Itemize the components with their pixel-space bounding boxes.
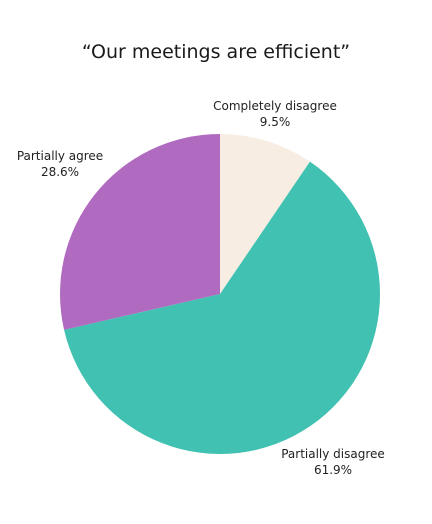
- slice-percent: 28.6%: [40, 165, 80, 179]
- slice-name: Partially agree: [16, 149, 104, 163]
- pie-slice-completely-disagree: [220, 134, 310, 294]
- slice-label-completely-disagree: Completely disagree 9.5%: [200, 98, 350, 130]
- pie-slice-partially-disagree: [64, 161, 381, 455]
- slice-label-partially-agree: Partially agree 28.6%: [0, 148, 120, 180]
- slice-percent: 9.5%: [259, 115, 291, 129]
- slice-name: Partially disagree: [281, 447, 385, 461]
- slice-name: Completely disagree: [213, 99, 337, 113]
- chart-title: “Our meetings are efficient”: [81, 41, 351, 63]
- slice-percent: 61.9%: [313, 463, 353, 477]
- pie-slice-partially-agree: [60, 134, 220, 330]
- slice-label-partially-disagree: Partially disagree 61.9%: [258, 446, 408, 478]
